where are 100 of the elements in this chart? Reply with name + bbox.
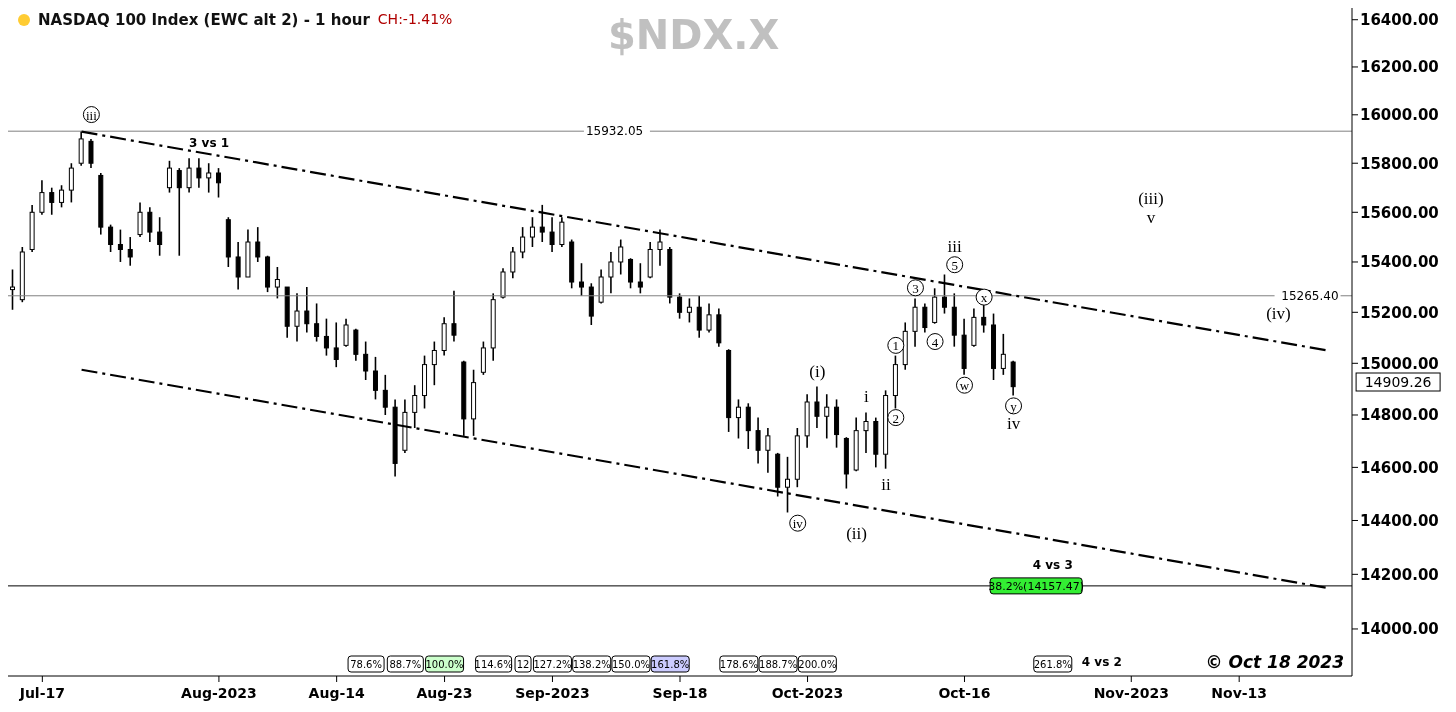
y-tick-label: 15400.00 [1360,253,1439,272]
candlestick [922,302,928,334]
y-tick-label: 15000.00 [1360,354,1439,373]
x-tick-label: Nov-13 [1211,685,1268,701]
y-tick-label: 14000.00 [1360,620,1439,639]
candlestick [372,356,378,401]
candlestick [755,416,761,465]
y-tick-label: 16400.00 [1360,11,1439,30]
annotation: ii [881,475,892,494]
ref-line-label: 15932.05 [585,124,644,139]
y-tick-label: 15600.00 [1360,203,1439,222]
candlestick [451,290,457,343]
candlestick [618,238,624,276]
x-tick-label: Jul-17 [18,685,65,701]
candlestick [686,297,692,324]
annotation: 3 [912,280,919,296]
annotation: 4 vs 2 [1081,655,1122,669]
chart-title: NASDAQ 100 Index (EWC alt 2) - 1 hour [38,11,370,29]
annotation: (iii) [1138,189,1164,208]
candlestick [117,228,123,263]
candlestick [510,246,516,280]
y-tick-label: 15200.00 [1360,303,1439,322]
candlestick [216,167,222,199]
annotation: v [1146,208,1156,227]
candlestick [137,201,143,238]
x-tick-label: Nov-2023 [1093,685,1169,701]
candlestick [382,374,388,416]
candlestick [88,138,94,169]
annotation: iii [85,107,98,123]
annotation: iv [792,516,804,532]
candlestick [412,384,418,429]
candlestick [157,216,163,257]
annotation: iv [1006,414,1021,433]
y-tick-label: 15800.00 [1360,154,1439,173]
annotation: 3 vs 1 [189,136,230,150]
candlestick [166,160,172,194]
candlestick [274,266,280,300]
annotation: 2 [892,410,900,426]
y-tick-label: 14600.00 [1360,458,1439,477]
annotation: 1 [892,338,900,354]
annotation: 138.2% [572,659,611,670]
y-tick-label: 14400.00 [1360,511,1439,530]
candlestick [59,184,65,209]
y-tick-label: 14800.00 [1360,406,1439,425]
candlestick [127,236,133,267]
candlestick [206,162,212,194]
ref-line-label: 15265.40 [1281,288,1339,303]
candlestick [323,317,329,357]
candlestick [147,206,153,243]
candlestick [941,273,947,315]
candlestick [520,226,526,260]
y-tick-label: 16000.00 [1360,106,1439,125]
candlestick [696,295,702,339]
x-tick-label: Sep-18 [652,685,708,701]
annotation: CH:-1.41% [377,11,453,27]
annotation: iii [947,237,963,256]
x-tick-label: Oct-2023 [771,685,844,701]
candlestick [706,302,712,334]
annotation: 4 [931,334,939,350]
annotation: 78.6% [350,659,382,670]
annotation: (iv) [1266,304,1291,323]
annotation: 200.0% [798,659,837,670]
annotation: 161.8% [651,659,690,670]
x-tick-label: Oct-16 [938,685,991,701]
x-tick-label: Aug-23 [416,685,473,701]
annotation: 4 vs 3 [1032,558,1073,572]
candlestick [176,167,182,257]
candlestick [235,241,241,291]
annotation: 5 [951,257,958,273]
candlestick [363,340,369,381]
annotation: 88.7% [389,659,422,670]
candlestick [628,257,634,290]
candlestick [637,262,643,295]
annotation: 261.8% [1033,659,1072,670]
candlestick [863,411,869,454]
candlestick [108,223,114,253]
annotation: i [864,387,870,406]
candlestick [785,456,791,514]
text: 14909.26 [1364,374,1432,390]
candlestick [255,226,261,263]
annotation: 188.7% [759,659,798,670]
candlestick [657,228,663,267]
annotation: (i) [809,362,826,381]
x-tick-label: Sep-2023 [515,685,590,701]
candlestick [549,216,555,253]
candlestick [539,204,545,243]
candlestick [343,317,349,348]
annotation: (ii) [846,524,867,543]
candlestick [735,398,741,440]
candlestick [814,385,820,429]
annotation: 100.0% [425,659,464,670]
candlestick [186,157,192,194]
candlestick [677,292,683,320]
candlestick [294,292,300,343]
candlestick [824,393,830,440]
annotation: w [959,378,970,394]
candlestick [49,186,55,216]
candlestick [529,216,535,248]
x-tick-label: Aug-2023 [181,685,257,701]
chart-subtitle: $NDX.X [608,12,780,58]
